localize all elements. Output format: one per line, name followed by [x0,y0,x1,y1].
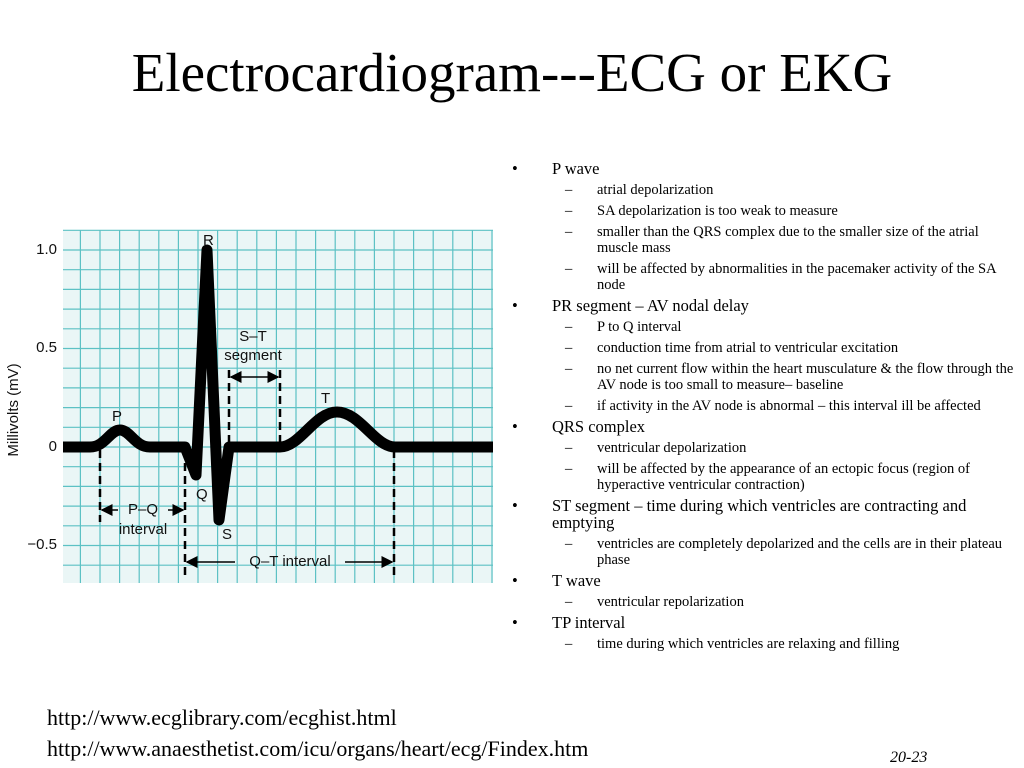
bullet: QRS complex ventricular depolarization wil… [512,418,1022,493]
y-axis-label: Millivolts (mV) [5,363,22,456]
wave-label: P [112,408,122,425]
y-tick-label: 1.0 [36,241,57,258]
y-tick-label: 0 [49,438,57,455]
sub-bullet: time during which ventricles are relaxin… [552,636,1022,652]
bullet-text: QRS complex [552,417,646,436]
bullet: P wave atrial depolarization SA depolariza… [512,160,1022,293]
sub-bullet: will be affected by the appearance of an… [552,461,1022,493]
annotation: S–T [239,328,267,345]
sub-bullet: SA depolarization is too weak to measure [552,203,1022,219]
y-tick-label: 0.5 [36,339,57,356]
wave-label: T [321,390,330,407]
bullet-list: P wave atrial depolarization SA depolariza… [512,156,1022,652]
bullet: T wave ventricular repolarization [512,572,1022,610]
sub-bullet: will be affected by abnormalities in the… [552,261,1022,293]
bullet-text: TP interval [552,613,626,632]
sub-list: time during which ventricles are relaxin… [552,636,1022,652]
bullet-text: ST segment – time during which ventricle… [552,496,967,532]
wave-label: R [203,232,214,249]
sub-list: ventricular repolarization [552,594,1022,610]
sub-bullet: ventricles are completely depolarized an… [552,536,1022,568]
slide-title: Electrocardiogram---ECG or EKG [131,42,893,103]
wave-label: S [222,526,232,543]
grid [63,229,493,583]
x-tick-label: 0.6 [384,589,405,590]
x-tick-label: 0.8 [482,589,500,590]
bullet-text: PR segment – AV nodal delay [552,296,749,315]
sub-list: P to Q interval conduction time from atri… [552,319,1022,414]
sub-bullet: atrial depolarization [552,182,1022,198]
annotation: Q–T interval [249,553,330,570]
bullet-text: P wave [552,159,600,178]
bullet-text: T wave [552,571,601,590]
sub-bullet: P to Q interval [552,319,1022,335]
sub-bullet: no net current flow within the heart mus… [552,361,1022,393]
annotation: P–Q [128,501,158,518]
page-number: 20-23 [890,749,928,766]
dashed-markers [98,370,396,580]
bullet: PR segment – AV nodal delay P to Q interv… [512,297,1022,414]
x-tick-label: 0.4 [286,589,307,590]
sub-bullet: ventricular depolarization [552,440,1022,456]
sub-list: atrial depolarization SA depolarization i… [552,182,1022,293]
sub-bullet: conduction time from atrial to ventricul… [552,340,1022,356]
sub-bullet: if activity in the AV node is abnormal –… [552,398,1022,414]
link[interactable]: http://www.ecglibrary.com/ecghist.html [47,705,397,730]
ecg-figure: Millivolts (mV) P R T Q S S–T segment P–… [5,229,500,590]
annotation: interval [119,521,167,538]
interval-arrows [100,371,394,568]
sub-list: ventricles are completely depolarized an… [552,536,1022,568]
x-tick-label: 0.2 [188,589,209,590]
sub-bullet: ventricular repolarization [552,594,1022,610]
wave-label: Q [196,486,208,503]
link[interactable]: http://www.anaesthetist.com/icu/organs/h… [47,736,589,761]
ecg-trace [63,244,493,526]
bullet: TP interval time during which ventricles … [512,614,1022,652]
annotation: segment [224,347,282,364]
x-tick-label: 0 [96,589,104,590]
sub-list: ventricular depolarization will be affect… [552,440,1022,493]
bullet: ST segment – time during which ventricle… [512,497,1022,568]
y-tick-label: −0.5 [27,536,57,553]
sub-bullet: smaller than the QRS complex due to the … [552,224,1022,256]
